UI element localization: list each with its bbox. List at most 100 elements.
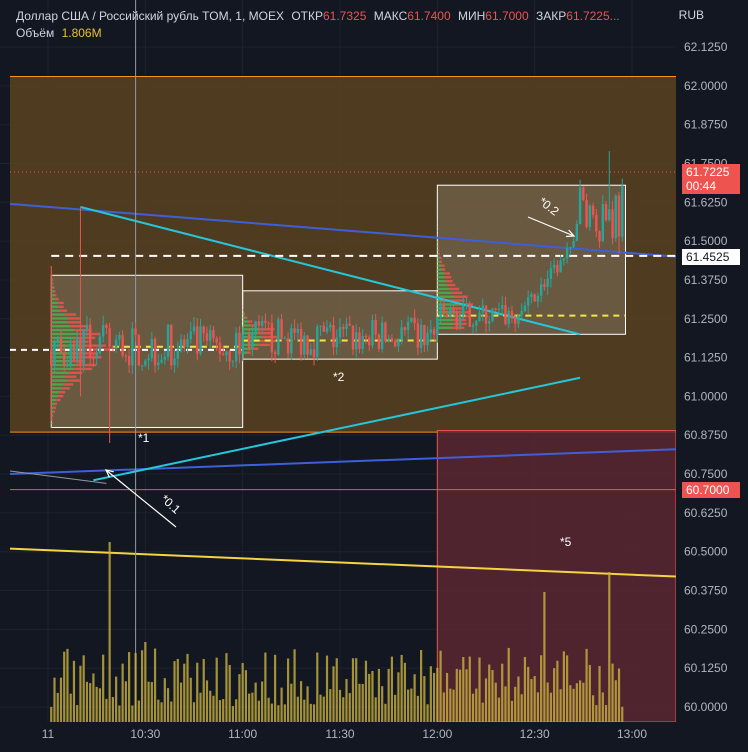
candle — [189, 322, 192, 344]
candle — [556, 260, 559, 277]
volume-bar — [387, 668, 390, 722]
volume-bar — [144, 642, 147, 722]
chart-header: Доллар США / Российский рубль TOM, 1, MO… — [16, 8, 620, 42]
volume-bar — [355, 658, 358, 722]
symbol-title[interactable]: Доллар США / Российский рубль TOM, 1, MO… — [16, 9, 284, 23]
candle — [121, 330, 124, 358]
volume-bar — [293, 649, 296, 722]
volume-bar — [420, 649, 423, 722]
volume-bar — [176, 658, 179, 722]
volume-bar — [455, 668, 458, 722]
candle — [157, 353, 160, 371]
volume-bar — [128, 652, 131, 722]
candle — [582, 186, 585, 202]
volume-bar — [442, 692, 445, 722]
candle — [247, 328, 251, 351]
volume-bar — [92, 673, 95, 722]
volume-bar — [111, 697, 114, 722]
volume-bar — [296, 696, 299, 722]
volume-bar — [504, 686, 507, 722]
volume-bar — [436, 667, 439, 722]
volume-bar — [390, 656, 394, 722]
candle — [69, 337, 72, 368]
candle — [50, 265, 53, 422]
volume-bar — [56, 692, 59, 722]
volume-bar — [342, 697, 345, 722]
volume-bar — [261, 681, 264, 722]
volume-bar — [338, 689, 342, 722]
volume-bar — [118, 705, 121, 722]
volume-bar — [452, 689, 455, 722]
volume-bar — [413, 674, 416, 722]
candle — [351, 325, 355, 355]
candle — [601, 195, 604, 242]
candle — [254, 320, 257, 340]
volume-bar — [267, 697, 270, 722]
volume-bar — [523, 657, 527, 722]
volume-bar — [316, 652, 319, 722]
candle — [345, 317, 348, 337]
volume-bar — [147, 681, 150, 722]
candle — [445, 309, 449, 318]
low-price-tag: 60.7000 — [682, 482, 740, 498]
candle — [209, 324, 212, 349]
candle — [299, 322, 303, 361]
y-tick-label: 61.3750 — [684, 273, 728, 287]
volume-bar — [163, 678, 166, 722]
level-price-tag: 61.4525 — [682, 249, 740, 265]
volume-bar — [102, 654, 105, 722]
candle — [611, 200, 614, 245]
volume-bar — [394, 694, 397, 722]
candle — [196, 318, 199, 361]
volume-bar — [76, 705, 79, 722]
candle — [160, 354, 163, 364]
volume-bar — [423, 676, 426, 722]
volume-bar — [329, 689, 332, 722]
volume-bar — [108, 542, 111, 722]
candle — [118, 331, 121, 347]
volume-bar — [575, 683, 578, 722]
volume-bar — [410, 688, 413, 722]
candle — [105, 323, 108, 335]
candle — [303, 332, 306, 360]
volume-bar — [251, 692, 254, 722]
volume-bar — [507, 647, 510, 722]
volume-bar — [69, 693, 72, 722]
currency-label[interactable]: RUB — [678, 8, 704, 22]
candle — [578, 179, 582, 225]
arrow-0-1-head — [104, 469, 114, 478]
volume-bar — [50, 706, 53, 722]
volume-bar — [85, 681, 89, 722]
zone-5-label: *5 — [560, 535, 572, 549]
candle — [465, 297, 468, 310]
candle — [380, 316, 384, 353]
candle — [403, 326, 407, 336]
candle — [173, 349, 176, 373]
y-tick-label: 60.3750 — [684, 584, 728, 598]
candle — [393, 338, 397, 348]
candle — [387, 334, 390, 343]
volume-bar — [471, 693, 475, 722]
candle — [153, 336, 157, 373]
volume-bar — [270, 703, 273, 722]
volume-bar — [192, 702, 196, 722]
volume-bar — [481, 702, 484, 722]
volume-bar — [553, 668, 556, 722]
candle — [283, 336, 287, 340]
candle — [319, 325, 322, 336]
volume-bar — [222, 699, 225, 722]
volume-bar — [381, 686, 384, 722]
candle — [270, 314, 274, 362]
candle — [290, 323, 293, 361]
candle — [316, 323, 319, 361]
candle — [273, 349, 277, 363]
candle — [452, 304, 455, 316]
volume-bar — [533, 676, 536, 722]
ohlc-line: Доллар США / Российский рубль TOM, 1, MO… — [16, 9, 620, 23]
volume-bar — [494, 682, 497, 722]
volume-bar — [332, 666, 335, 722]
candle — [569, 246, 572, 256]
candle — [406, 316, 410, 340]
volume-bar — [377, 668, 381, 722]
